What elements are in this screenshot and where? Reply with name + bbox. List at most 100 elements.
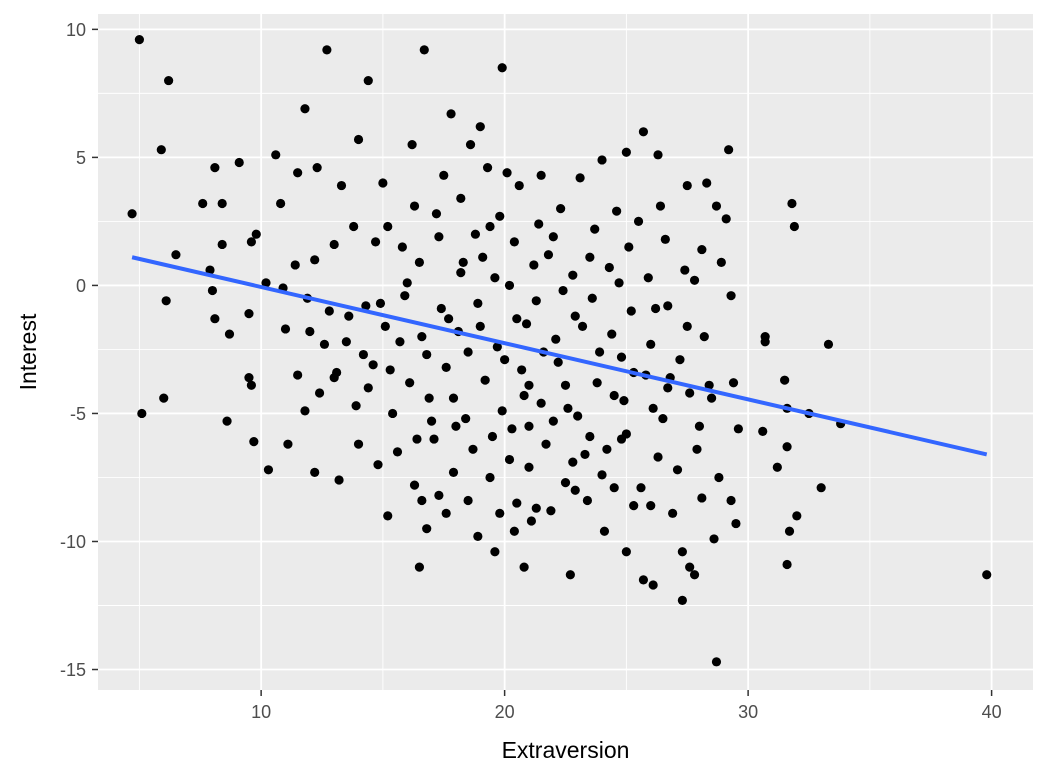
data-point [487, 431, 498, 442]
data-point [171, 250, 181, 260]
data-point [456, 193, 466, 203]
data-point [417, 332, 427, 342]
data-point [261, 278, 271, 288]
data-point [414, 257, 425, 267]
data-point [361, 301, 371, 311]
data-point [560, 477, 571, 488]
data-point [609, 483, 619, 493]
data-point [353, 134, 364, 145]
data-point [599, 526, 610, 536]
data-point [127, 209, 137, 219]
data-point [368, 360, 378, 370]
data-point [375, 298, 386, 308]
data-point [475, 122, 485, 132]
data-point [621, 147, 631, 157]
y-axis-title: Interest [15, 313, 41, 390]
data-point [329, 239, 339, 250]
data-point [310, 255, 320, 265]
data-point [597, 470, 607, 480]
data-point [570, 311, 580, 321]
data-point [363, 383, 373, 393]
data-point [405, 378, 415, 388]
data-point [378, 178, 388, 188]
data-point [672, 465, 683, 475]
data-point [626, 306, 636, 316]
data-point [682, 180, 692, 191]
data-point [249, 437, 259, 447]
data-point [633, 216, 644, 227]
data-point [689, 570, 700, 580]
data-point [217, 239, 227, 250]
x-tick-label: 20 [495, 702, 515, 722]
data-point [475, 321, 485, 331]
x-tick-label: 30 [738, 702, 758, 722]
data-point [463, 495, 473, 506]
data-point [677, 547, 687, 557]
data-point [388, 408, 398, 419]
data-point [704, 380, 714, 390]
data-point [597, 155, 607, 165]
data-point [409, 480, 420, 490]
data-point [380, 321, 390, 331]
data-point [585, 252, 595, 262]
data-point [575, 173, 585, 183]
data-point [222, 416, 232, 426]
data-point [612, 206, 622, 216]
data-point [461, 413, 471, 424]
data-point [787, 198, 797, 209]
data-point [424, 393, 434, 403]
data-point [563, 403, 573, 413]
data-point [519, 562, 529, 572]
data-point [524, 462, 534, 472]
data-point [402, 278, 412, 288]
data-point [502, 168, 512, 178]
data-point [592, 378, 602, 388]
data-point [784, 526, 795, 536]
data-point [536, 170, 546, 180]
x-tick-label: 10 [251, 702, 271, 722]
ticks-layer: 10 20 30 40 10 5 0 -5 -10 -15 [60, 20, 1002, 722]
data-point [760, 337, 770, 347]
data-point [590, 224, 600, 234]
data-point [580, 449, 590, 460]
data-point [526, 516, 537, 526]
data-point [198, 198, 208, 209]
data-point [716, 257, 726, 267]
data-point [207, 285, 218, 296]
data-point [400, 291, 410, 301]
data-point [675, 355, 685, 365]
data-point [470, 229, 481, 239]
data-point [643, 273, 653, 283]
data-point [823, 339, 834, 349]
data-point [650, 303, 661, 314]
data-point [548, 416, 558, 426]
data-point [448, 467, 459, 477]
data-point [568, 457, 578, 467]
data-point [217, 198, 227, 209]
data-point [441, 508, 451, 518]
data-point [370, 237, 381, 247]
data-point [689, 275, 700, 285]
data-point [692, 444, 702, 454]
data-point [577, 321, 588, 331]
data-point [731, 518, 741, 529]
data-point [485, 472, 495, 483]
data-point [697, 244, 707, 255]
data-point [446, 109, 456, 119]
data-point [293, 168, 303, 178]
data-point [407, 139, 417, 150]
data-point [587, 293, 597, 303]
data-point [480, 375, 490, 385]
y-tick-label: -5 [70, 404, 86, 424]
data-point [500, 355, 510, 365]
data-point [616, 352, 627, 362]
data-point [490, 547, 500, 557]
data-point [663, 301, 673, 311]
data-point [300, 406, 310, 416]
data-point [621, 429, 631, 439]
data-point [373, 460, 383, 470]
data-point [619, 396, 629, 406]
data-point [341, 337, 351, 347]
data-point [473, 298, 483, 308]
grid-layer [98, 14, 1033, 690]
